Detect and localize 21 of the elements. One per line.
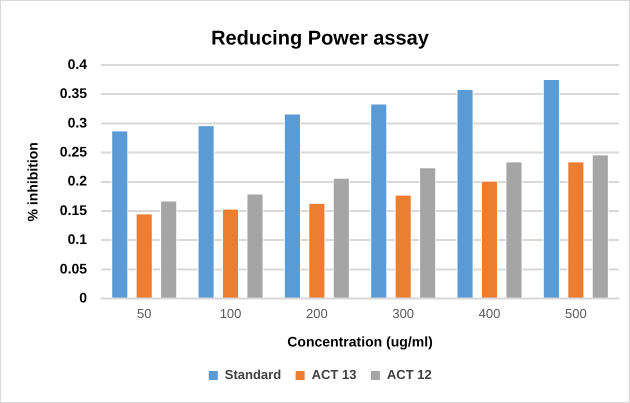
- chart-title: Reducing Power assay: [211, 28, 430, 50]
- x-axis-title: Concentration (ug/ml): [287, 333, 433, 350]
- legend-label: Standard: [224, 367, 282, 382]
- y-tick-label: 0.2: [68, 172, 88, 189]
- y-tick-label: 0.4: [68, 56, 88, 72]
- x-tick-label: 300: [392, 306, 414, 321]
- y-tick-label: 0.35: [60, 85, 88, 102]
- y-tick-label: 0.15: [60, 202, 88, 218]
- x-tick-label: 500: [564, 306, 587, 321]
- x-tick-label: 100: [220, 306, 242, 321]
- y-tick-label: 0.25: [60, 143, 88, 160]
- x-tick-label: 400: [478, 306, 500, 321]
- y-tick-label: 0: [79, 289, 88, 306]
- legend-label: ACT 13: [312, 367, 356, 382]
- y-tick-label: 0.1: [68, 231, 88, 248]
- y-tick-label: 0.05: [60, 260, 88, 276]
- legend-label: ACT 12: [386, 367, 432, 382]
- x-tick-label: 200: [306, 306, 328, 321]
- x-tick-label: 50: [136, 306, 152, 321]
- y-axis-title: % inhibition: [24, 142, 40, 222]
- y-tick-label: 0.3: [68, 114, 88, 130]
